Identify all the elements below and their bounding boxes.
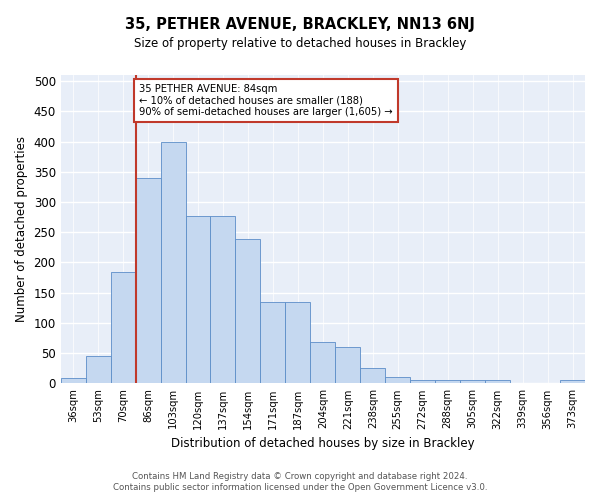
Bar [211,216,235,384]
Text: Contains public sector information licensed under the Open Government Licence v3: Contains public sector information licen… [113,484,487,492]
Bar [260,302,286,384]
Text: Size of property relative to detached houses in Brackley: Size of property relative to detached ho… [134,38,466,51]
Bar [161,142,185,384]
Bar [360,368,385,384]
Bar [385,378,410,384]
Text: 35, PETHER AVENUE, BRACKLEY, NN13 6NJ: 35, PETHER AVENUE, BRACKLEY, NN13 6NJ [125,18,475,32]
Text: Contains HM Land Registry data © Crown copyright and database right 2024.: Contains HM Land Registry data © Crown c… [132,472,468,481]
Y-axis label: Number of detached properties: Number of detached properties [15,136,28,322]
Bar [410,380,435,384]
Bar [86,356,110,384]
Bar [61,378,86,384]
Bar [560,380,585,384]
Bar [286,302,310,384]
Bar [235,240,260,384]
X-axis label: Distribution of detached houses by size in Brackley: Distribution of detached houses by size … [171,437,475,450]
Bar [335,347,360,384]
Bar [435,380,460,384]
Bar [185,216,211,384]
Bar [136,178,161,384]
Text: 35 PETHER AVENUE: 84sqm
← 10% of detached houses are smaller (188)
90% of semi-d: 35 PETHER AVENUE: 84sqm ← 10% of detache… [139,84,393,117]
Bar [485,380,510,384]
Bar [460,380,485,384]
Bar [110,272,136,384]
Bar [310,342,335,384]
